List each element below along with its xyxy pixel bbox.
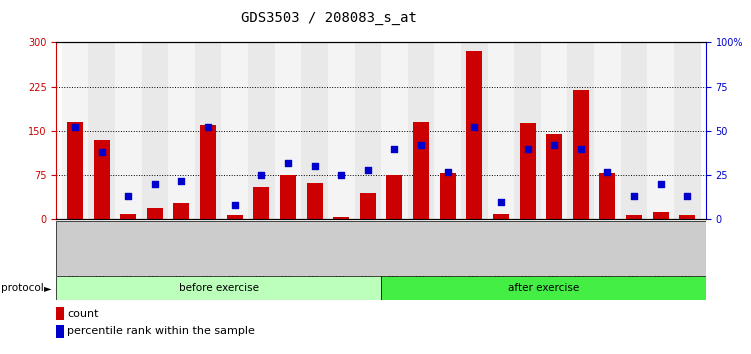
Text: protocol: protocol [1, 283, 44, 293]
Bar [674, 42, 701, 219]
Bar [573, 90, 589, 219]
Bar [195, 42, 222, 219]
Bar [173, 203, 189, 219]
Bar [434, 42, 461, 219]
Bar [56, 325, 64, 338]
Bar [514, 42, 541, 219]
Bar [541, 42, 568, 219]
Bar [520, 123, 535, 219]
Point [681, 194, 693, 199]
Point [202, 125, 214, 130]
Point [655, 181, 667, 187]
Bar [360, 193, 376, 219]
Point [442, 169, 454, 175]
Point [229, 202, 241, 208]
Text: percentile rank within the sample: percentile rank within the sample [68, 326, 255, 336]
Bar [408, 42, 434, 219]
Bar [626, 215, 642, 219]
Bar [568, 42, 594, 219]
Point [388, 146, 400, 152]
Bar [439, 173, 456, 219]
Bar [147, 208, 163, 219]
Bar [200, 125, 216, 219]
Bar [381, 276, 706, 300]
Bar [89, 42, 115, 219]
Point [122, 194, 134, 199]
Text: before exercise: before exercise [179, 283, 259, 293]
Bar [115, 42, 141, 219]
Point [282, 160, 294, 166]
Point [548, 142, 560, 148]
Bar [227, 215, 243, 219]
Bar [594, 42, 621, 219]
Bar [354, 42, 381, 219]
Bar [333, 217, 349, 219]
Bar [487, 42, 514, 219]
Bar [381, 42, 408, 219]
Point [415, 142, 427, 148]
Bar [301, 42, 328, 219]
Bar [306, 183, 323, 219]
Point [255, 172, 267, 178]
Bar [222, 42, 248, 219]
Bar [168, 42, 195, 219]
Text: GDS3503 / 208083_s_at: GDS3503 / 208083_s_at [241, 11, 417, 25]
Bar [67, 122, 83, 219]
Text: after exercise: after exercise [508, 283, 579, 293]
Bar [120, 213, 136, 219]
Bar [56, 276, 381, 300]
Point [521, 146, 533, 152]
Bar [493, 213, 509, 219]
Point [602, 169, 614, 175]
Point [335, 172, 347, 178]
Bar [275, 42, 301, 219]
Bar [328, 42, 354, 219]
Point [362, 167, 374, 173]
Bar [466, 51, 482, 219]
Text: ►: ► [44, 283, 51, 293]
Point [469, 125, 481, 130]
Bar [387, 175, 403, 219]
Bar [599, 173, 615, 219]
Point [575, 146, 587, 152]
Bar [647, 42, 674, 219]
Bar [461, 42, 487, 219]
Point [495, 199, 507, 205]
Point [309, 164, 321, 169]
Bar [253, 187, 270, 219]
Bar [248, 42, 275, 219]
Bar [680, 215, 695, 219]
Bar [56, 307, 64, 320]
Text: count: count [68, 309, 99, 319]
Point [69, 125, 81, 130]
Bar [141, 42, 168, 219]
Bar [62, 42, 89, 219]
Bar [280, 175, 296, 219]
Bar [94, 140, 110, 219]
Point [628, 194, 640, 199]
Bar [546, 134, 562, 219]
Point [149, 181, 161, 187]
Bar [621, 42, 647, 219]
Point [176, 178, 188, 183]
Bar [413, 122, 429, 219]
Bar [653, 212, 668, 219]
Point [95, 149, 107, 155]
